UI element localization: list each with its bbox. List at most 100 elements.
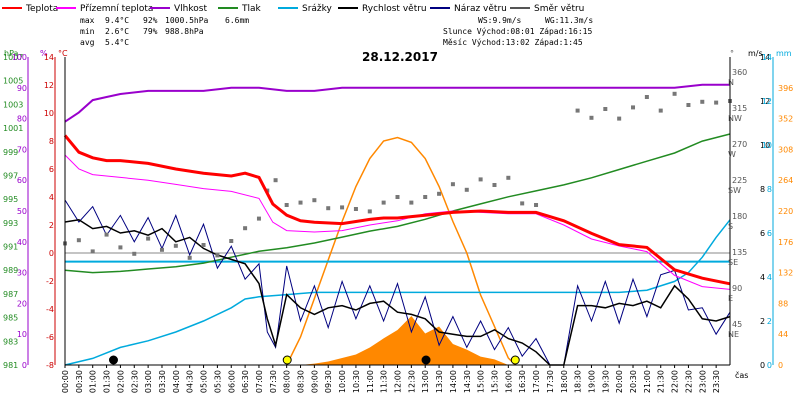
direction-point xyxy=(603,107,608,111)
pct-tick-label: 60 xyxy=(17,176,27,185)
x-tick-label: 10:30 xyxy=(352,370,361,393)
direction-point xyxy=(423,195,428,199)
x-tick-label: 22:30 xyxy=(684,370,693,393)
stat-label-avg: avg xyxy=(80,38,95,47)
direction-point xyxy=(672,91,677,96)
dir-tick-label: N xyxy=(728,78,734,87)
legend-label-temp: Teplota xyxy=(25,4,58,14)
direction-point xyxy=(312,198,317,203)
x-tick-label: 16:00 xyxy=(504,370,513,393)
mm-tick-label: 4 xyxy=(767,273,772,282)
x-tick-label: 00:30 xyxy=(75,370,84,393)
hpa-tick-label: 997 xyxy=(3,171,18,180)
x-tick-label: 09:00 xyxy=(310,370,319,393)
direction-point xyxy=(367,209,372,214)
direction-point xyxy=(273,178,278,183)
moon-marker xyxy=(108,355,118,365)
degc-tick-label: 10 xyxy=(44,109,54,118)
pct-tick-label: 30 xyxy=(17,269,27,278)
ms-tick-label: 10 xyxy=(760,141,770,150)
pct-tick-label: 10 xyxy=(17,330,27,339)
x-tick-label: 21:30 xyxy=(657,370,666,393)
hpa-tick-label: 991 xyxy=(3,243,18,252)
mm-tick-label: 0 xyxy=(767,361,772,370)
ms-tick-label: 14 xyxy=(760,53,770,62)
direction-point xyxy=(464,187,469,192)
hpa-tick-label: 989 xyxy=(3,266,18,275)
ms-tick-label: 8 xyxy=(760,185,765,194)
direction-point xyxy=(284,203,289,207)
x-tick-label: 00:00 xyxy=(61,370,70,393)
mm-tick-label: 8 xyxy=(767,185,772,194)
wm2-tick-label: 352 xyxy=(778,115,793,124)
info-sun: Slunce Východ:08:01 Západ:16:15 xyxy=(443,27,592,36)
dir-tick-label: SE xyxy=(728,258,738,267)
direction-point xyxy=(714,100,719,105)
x-tick-label: 03:30 xyxy=(158,370,167,393)
direction-point xyxy=(478,177,483,182)
x-tick-label: 10:00 xyxy=(338,370,347,393)
direction-point xyxy=(201,243,206,247)
x-tick-label: 06:00 xyxy=(227,370,236,393)
x-tick-label: 11:30 xyxy=(380,370,389,393)
stat-temp-min: 2.6°C xyxy=(105,27,129,36)
chart-title: 28.12.2017 xyxy=(362,50,438,64)
mm-unit: mm xyxy=(776,49,792,58)
x-tick-label: 04:00 xyxy=(172,370,181,393)
degc-tick-label: 14 xyxy=(44,53,54,62)
x-tick-label: 01:30 xyxy=(103,370,112,393)
wm2-tick-label: 396 xyxy=(778,84,793,93)
degc-tick-label: -4 xyxy=(46,305,54,314)
hpa-unit: hPa xyxy=(4,49,19,58)
hpa-tick-label: 1005 xyxy=(3,77,23,86)
ms-unit: m/s xyxy=(748,49,763,58)
dir-tick-label: 135 xyxy=(732,248,747,257)
direction-point xyxy=(520,201,525,206)
degc-tick-label: 12 xyxy=(44,81,54,90)
direction-point xyxy=(243,226,248,231)
direction-point xyxy=(617,116,622,121)
dir-tick-label: E xyxy=(728,294,733,303)
x-tick-label: 18:00 xyxy=(560,370,569,393)
hpa-tick-label: 1003 xyxy=(3,100,23,109)
direction-point xyxy=(90,249,95,254)
direction-point xyxy=(229,239,234,243)
direction-point xyxy=(575,108,580,113)
legend-label-direction: Směr větru xyxy=(534,4,584,14)
direction-point xyxy=(492,183,497,187)
direction-point xyxy=(700,99,705,104)
stat-hum-max: 92% xyxy=(143,16,158,25)
x-tick-label: 01:00 xyxy=(89,370,98,393)
x-axis-label: čas xyxy=(735,370,748,380)
pct-tick-label: 90 xyxy=(17,84,27,93)
hpa-tick-label: 999 xyxy=(3,148,18,157)
uv-area xyxy=(300,316,509,365)
series-gust xyxy=(64,199,731,366)
info-wg: WG:11.3m/s xyxy=(545,16,593,25)
direction-point xyxy=(173,243,178,248)
legend-label-gust: Náraz větru xyxy=(454,4,507,14)
dir-tick-label: 360 xyxy=(732,68,747,77)
wm2-tick-label: 264 xyxy=(778,176,793,185)
x-tick-label: 21:00 xyxy=(643,370,652,393)
hpa-tick-label: 995 xyxy=(3,195,18,204)
direction-point xyxy=(534,203,539,207)
pct-tick-label: 50 xyxy=(17,207,27,216)
x-tick-label: 13:30 xyxy=(435,370,444,393)
x-tick-label: 19:00 xyxy=(587,370,596,393)
legend-label-feels: Přízemní teplota xyxy=(80,4,153,14)
degc-tick-label: 8 xyxy=(49,137,54,146)
stat-hum-min: 79% xyxy=(143,27,158,36)
x-tick-label: 02:00 xyxy=(116,370,125,393)
direction-point xyxy=(146,236,151,241)
direction-point xyxy=(76,238,81,243)
x-tick-label: 07:00 xyxy=(255,370,264,393)
pct-tick-label: 100 xyxy=(12,53,27,62)
pct-tick-label: 70 xyxy=(17,145,27,154)
solar-line xyxy=(286,136,516,366)
direction-point xyxy=(450,182,455,187)
x-tick-label: 11:00 xyxy=(366,370,375,393)
dir-tick-label: W xyxy=(728,150,736,159)
ms-tick-label: 2 xyxy=(760,317,765,326)
direction-point xyxy=(353,207,358,211)
